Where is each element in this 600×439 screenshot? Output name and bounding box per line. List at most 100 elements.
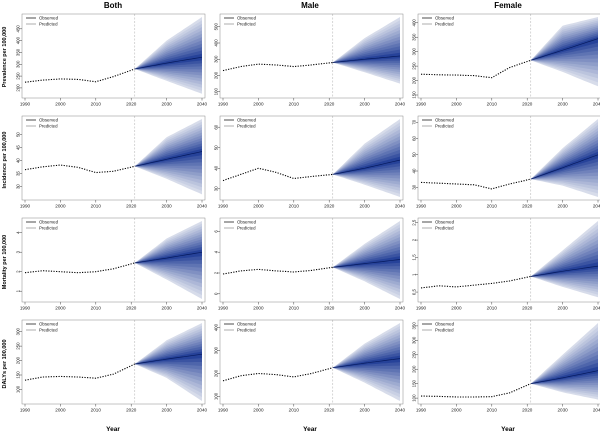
x-tick-label: 2000 — [55, 102, 66, 107]
y-tick-label: 2.5 — [412, 219, 417, 226]
y-tick-label: 350 — [412, 33, 417, 41]
y-tick-label: 300 — [214, 55, 219, 63]
y-tick-label: 300 — [412, 336, 417, 344]
legend-observed-label: Observed — [435, 118, 455, 123]
y-tick-label: 6 — [214, 230, 219, 233]
y-tick-label: 300 — [214, 346, 219, 354]
x-tick-label: 2020 — [324, 408, 335, 413]
legend-observed-label: Observed — [237, 16, 257, 21]
x-tick-label: 2000 — [451, 306, 462, 311]
y-tick-label: 300 — [16, 327, 21, 335]
x-tick-label: 2010 — [487, 204, 498, 209]
x-tick-label: 2030 — [161, 102, 172, 107]
x-axis-title-female: Year — [501, 426, 515, 433]
observed-line — [421, 60, 531, 77]
legend-predicted-label: Predicted — [39, 124, 58, 129]
legend-predicted-label: Predicted — [39, 22, 58, 27]
x-tick-label: 2020 — [126, 204, 137, 209]
y-tick-label: 200 — [16, 84, 21, 92]
x-tick-label: 2030 — [161, 408, 172, 413]
y-tick-label: 250 — [412, 351, 417, 359]
y-tick-label: 400 — [16, 36, 21, 44]
x-tick-label: 2040 — [197, 204, 208, 209]
x-tick-label: 2010 — [289, 408, 300, 413]
observed-line — [25, 165, 135, 173]
x-tick-label: 2000 — [253, 408, 264, 413]
x-tick-label: 1990 — [218, 408, 229, 413]
observed-line — [421, 277, 531, 288]
x-tick-label: 2010 — [289, 306, 300, 311]
legend-observed-label: Observed — [237, 322, 257, 327]
y-tick-label: 250 — [16, 72, 21, 80]
legend-predicted-label: Predicted — [435, 124, 454, 129]
x-tick-label: 1990 — [20, 204, 31, 209]
y-tick-label: 350 — [412, 322, 417, 330]
x-axis-title-both: Year — [106, 426, 120, 433]
y-tick-label: 2 — [412, 238, 417, 241]
y-tick-label: 450 — [16, 25, 21, 33]
y-tick-label: 100 — [16, 385, 21, 393]
x-tick-label: 2030 — [359, 204, 370, 209]
y-tick-label: 4 — [214, 250, 219, 253]
y-tick-label: 200 — [214, 369, 219, 377]
column-title-male: Male — [301, 1, 319, 10]
x-tick-label: 2040 — [593, 306, 600, 311]
y-tick-label: 0.5 — [412, 288, 417, 295]
legend-observed-label: Observed — [39, 220, 59, 225]
x-tick-label: 2020 — [324, 204, 335, 209]
x-tick-label: 2000 — [451, 102, 462, 107]
y-tick-label: 150 — [412, 379, 417, 387]
y-tick-label: 1 — [412, 273, 417, 276]
y-tick-label: 350 — [16, 48, 21, 56]
x-tick-label: 2000 — [253, 102, 264, 107]
legend-observed-label: Observed — [237, 220, 257, 225]
legend-predicted-label: Predicted — [237, 328, 256, 333]
observed-line — [223, 368, 333, 381]
x-tick-label: 1990 — [218, 204, 229, 209]
x-tick-label: 2030 — [557, 204, 568, 209]
observed-line — [421, 384, 531, 397]
y-tick-label: 0 — [214, 292, 219, 295]
x-tick-label: 2030 — [359, 306, 370, 311]
x-tick-label: 2010 — [289, 204, 300, 209]
y-tick-label: 60 — [412, 136, 417, 141]
y-tick-label: 45 — [16, 145, 21, 150]
row-ylabel-prevalence: Prevalence per 100,000 — [2, 27, 8, 88]
y-tick-label: 250 — [16, 342, 21, 350]
x-tick-label: 2020 — [126, 306, 137, 311]
x-tick-label: 2030 — [557, 102, 568, 107]
observed-line — [25, 263, 135, 273]
row-ylabel-dalys: DALYs per 100,000 — [2, 339, 8, 388]
x-tick-label: 2000 — [253, 306, 264, 311]
x-tick-label: 1990 — [218, 306, 229, 311]
legend-predicted-label: Predicted — [435, 226, 454, 231]
y-tick-label: 500 — [214, 23, 219, 31]
x-tick-label: 1990 — [218, 102, 229, 107]
observed-line — [421, 179, 531, 189]
y-tick-label: 200 — [412, 76, 417, 84]
legend-observed-label: Observed — [39, 16, 59, 21]
y-tick-label: 2 — [16, 270, 21, 273]
y-tick-label: 30 — [16, 184, 21, 189]
x-axis-title-male: Year — [303, 426, 317, 433]
y-tick-label: 200 — [16, 356, 21, 364]
legend-predicted-label: Predicted — [237, 124, 256, 129]
x-tick-label: 2000 — [55, 306, 66, 311]
x-tick-label: 2040 — [197, 102, 208, 107]
x-tick-label: 2040 — [593, 102, 600, 107]
x-tick-label: 2000 — [253, 204, 264, 209]
x-tick-label: 2020 — [324, 306, 335, 311]
y-tick-label: 300 — [412, 47, 417, 55]
x-tick-label: 2000 — [55, 408, 66, 413]
x-tick-label: 2010 — [91, 306, 102, 311]
y-tick-label: 100 — [412, 394, 417, 402]
y-tick-label: 200 — [214, 71, 219, 79]
x-tick-label: 2020 — [126, 102, 137, 107]
legend-predicted-label: Predicted — [435, 328, 454, 333]
